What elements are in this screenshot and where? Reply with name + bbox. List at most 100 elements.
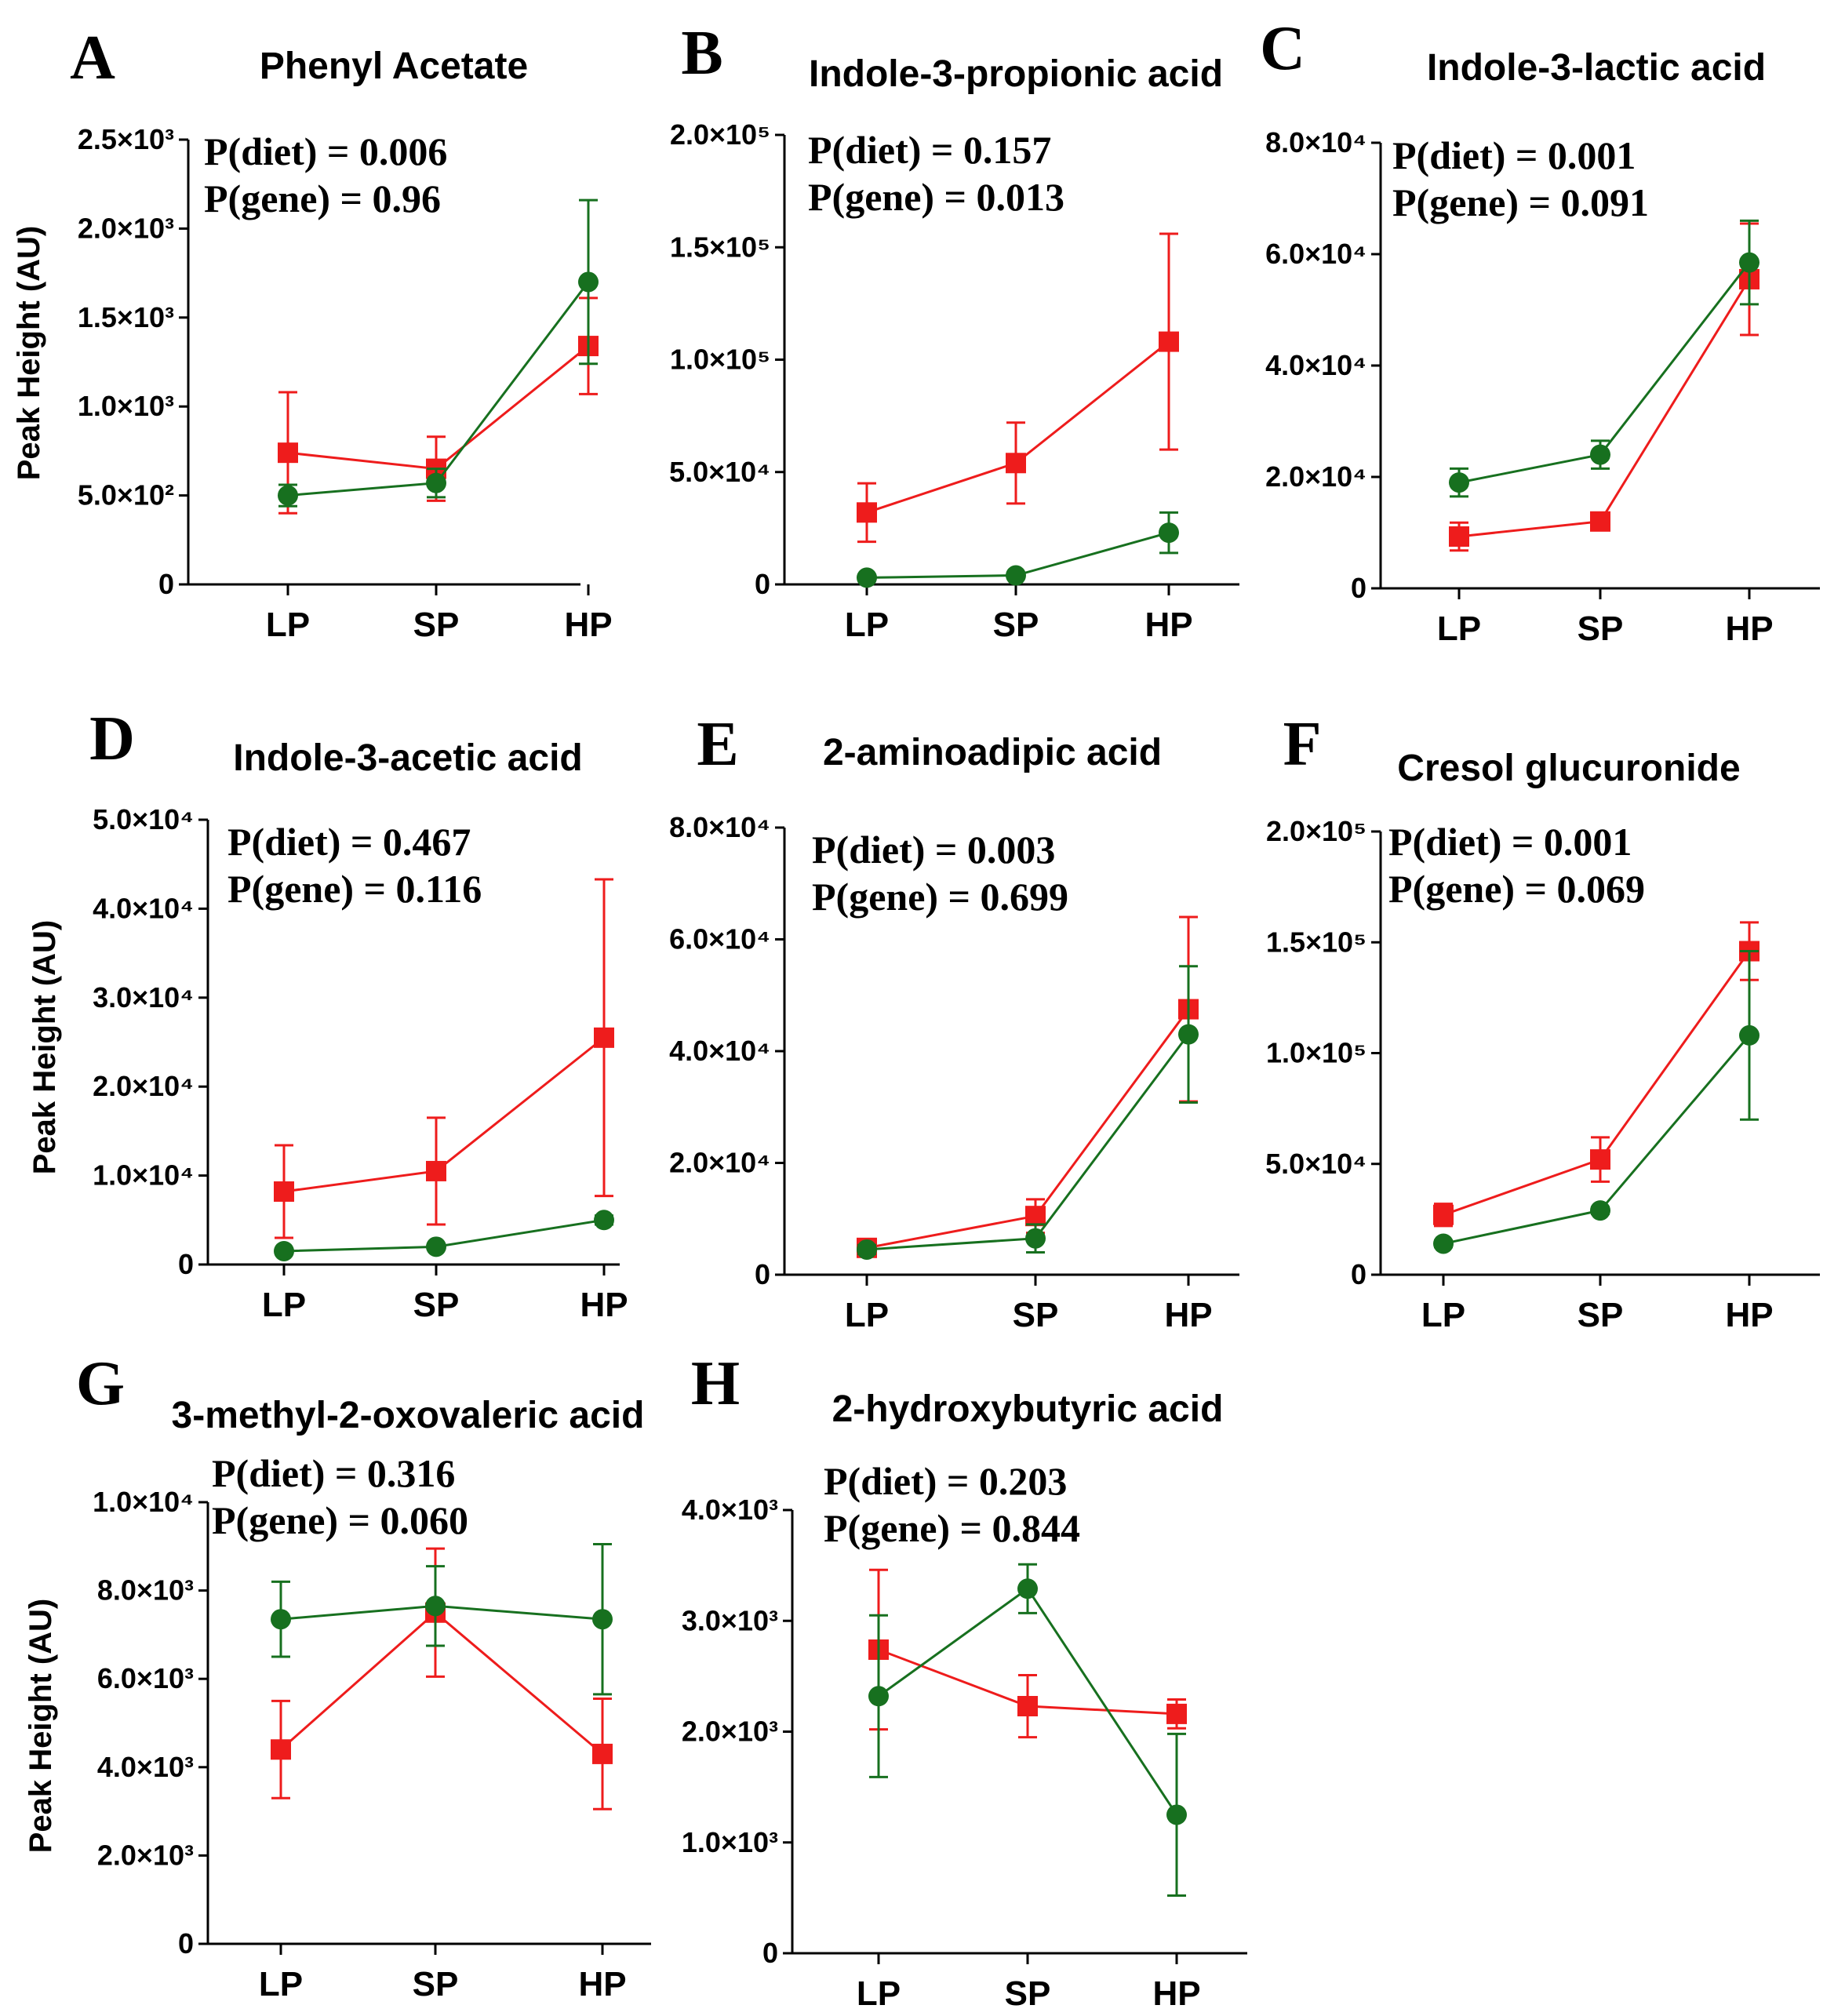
- panel-letter: B: [681, 19, 722, 88]
- series-line: [866, 340, 1170, 514]
- y-tick-label: 5.0×10⁴: [93, 803, 194, 835]
- x-tick-label: SP: [1578, 1296, 1624, 1334]
- data-point-circle: [594, 1210, 614, 1231]
- chart-title: 2-aminoadipic acid: [823, 732, 1162, 773]
- y-axis-label: Peak Height (AU): [24, 1599, 58, 1854]
- x-tick-label: LP: [1437, 610, 1481, 648]
- x-tick-label: HP: [580, 1286, 628, 1324]
- y-tick-label: 8.0×10⁴: [669, 811, 770, 843]
- y-tick-label: 0: [158, 568, 174, 600]
- p-diet-label: P(diet) = 0.001: [1388, 820, 1632, 864]
- y-tick-label: 1.5×10⁵: [1266, 926, 1366, 958]
- x-tick-label: LP: [266, 606, 310, 644]
- panel-letter: E: [697, 710, 738, 779]
- data-point-circle: [1590, 444, 1610, 465]
- p-diet-label: P(diet) = 0.467: [227, 820, 471, 864]
- y-tick-label: 8.0×10⁴: [1265, 126, 1366, 158]
- y-tick-label: 3.0×10³: [682, 1604, 778, 1636]
- data-point-square: [271, 1739, 291, 1760]
- panel-letter: G: [76, 1349, 125, 1418]
- y-tick-label: 6.0×10³: [97, 1662, 194, 1694]
- data-point-circle: [271, 1609, 291, 1630]
- data-point-square: [1025, 1206, 1046, 1227]
- data-point-square: [592, 1743, 613, 1764]
- data-point-circle: [1166, 1804, 1187, 1825]
- x-tick-label: HP: [1725, 610, 1773, 648]
- x-tick-label: SP: [413, 1286, 460, 1324]
- x-tick-label: LP: [262, 1286, 306, 1324]
- panel-letter: D: [89, 704, 135, 773]
- series-line: [280, 1610, 603, 1756]
- data-point-square: [278, 442, 298, 464]
- x-tick-label: SP: [413, 606, 460, 644]
- y-tick-label: 0: [178, 1927, 194, 1960]
- series-green: [1449, 219, 1759, 498]
- p-gene-label: P(gene) = 0.116: [227, 867, 482, 911]
- p-diet-label: P(diet) = 0.203: [824, 1459, 1067, 1503]
- series-green: [274, 1210, 614, 1261]
- x-tick-label: HP: [1725, 1296, 1773, 1334]
- x-tick-label: LP: [845, 606, 889, 644]
- data-point-square: [594, 1027, 614, 1048]
- y-tick-label: 8.0×10³: [97, 1574, 194, 1607]
- y-tick-label: 6.0×10⁴: [1265, 238, 1366, 270]
- data-point-square: [274, 1181, 294, 1203]
- x-tick-label: LP: [845, 1296, 889, 1334]
- panel-b: B Indole-3-propionic acid P(diet) = 0.157P…: [669, 19, 1239, 644]
- data-point-circle: [1178, 1024, 1199, 1045]
- y-tick-label: 0: [755, 1258, 770, 1290]
- y-tick-label: 4.0×10⁴: [1265, 349, 1366, 381]
- panel-e: E 2-aminoadipic acid P(diet) = 0.003P(gene…: [669, 710, 1239, 1334]
- panel-letter: A: [70, 24, 115, 93]
- series-green: [868, 1563, 1187, 1898]
- y-tick-label: 0: [178, 1248, 194, 1280]
- y-tick-label: 0: [762, 1937, 778, 1969]
- y-tick-label: 4.0×10⁴: [669, 1035, 770, 1067]
- x-tick-label: LP: [857, 1974, 901, 2013]
- data-point-circle: [1433, 1233, 1454, 1254]
- y-tick-label: 2.0×10³: [97, 1839, 194, 1871]
- y-tick-label: 6.0×10⁴: [669, 923, 770, 955]
- y-tick-label: 4.0×10³: [97, 1751, 194, 1783]
- panel-letter: C: [1260, 14, 1305, 83]
- x-tick-label: SP: [413, 1965, 459, 2003]
- data-point-circle: [1006, 565, 1026, 586]
- y-tick-label: 1.5×10³: [78, 301, 174, 333]
- y-tick-label: 0: [1351, 572, 1366, 604]
- series-red: [857, 232, 1179, 544]
- panel-g: G 3-methyl-2-oxovaleric acid P(diet) = 0.3…: [24, 1349, 651, 2003]
- data-point-circle: [1739, 1024, 1759, 1046]
- chart-title: Indole-3-propionic acid: [809, 53, 1223, 95]
- x-tick-label: HP: [1152, 1974, 1200, 2013]
- y-tick-label: 2.5×10³: [78, 123, 174, 155]
- p-gene-label: P(gene) = 0.069: [1388, 867, 1645, 911]
- x-tick-label: SP: [993, 606, 1039, 644]
- p-gene-label: P(gene) = 0.96: [204, 176, 441, 220]
- panel-f: F Cresol glucuronide P(diet) = 0.001P(gene…: [1265, 710, 1820, 1334]
- y-tick-label: 1.0×10⁴: [93, 1159, 194, 1192]
- data-point-square: [1166, 1703, 1187, 1724]
- data-point-circle: [1025, 1228, 1046, 1249]
- y-tick-label: 1.0×10³: [682, 1826, 778, 1858]
- y-axis-label: Peak Height (AU): [27, 920, 62, 1175]
- y-tick-label: 1.0×10⁵: [670, 344, 770, 376]
- series-red: [1449, 222, 1759, 552]
- series-green: [271, 1542, 613, 1696]
- p-diet-label: P(diet) = 0.316: [212, 1451, 455, 1495]
- data-point-square: [1590, 511, 1610, 532]
- chart-title: Indole-3-acetic acid: [233, 737, 582, 779]
- y-tick-label: 5.0×10⁴: [1265, 1148, 1366, 1180]
- chart-title: Cresol glucuronide: [1397, 748, 1740, 789]
- data-point-circle: [426, 1236, 446, 1257]
- data-point-square: [857, 502, 877, 523]
- p-gene-label: P(gene) = 0.060: [212, 1498, 468, 1542]
- panel-d: D Indole-3-acetic acid P(diet) = 0.467P(ge…: [27, 704, 628, 1324]
- series-red: [274, 878, 614, 1239]
- y-tick-label: 4.0×10⁴: [93, 892, 194, 924]
- panel-letter: F: [1283, 710, 1322, 779]
- data-point-circle: [857, 567, 877, 588]
- series-green: [278, 198, 599, 508]
- x-tick-label: HP: [564, 606, 612, 644]
- data-point-circle: [1739, 252, 1759, 273]
